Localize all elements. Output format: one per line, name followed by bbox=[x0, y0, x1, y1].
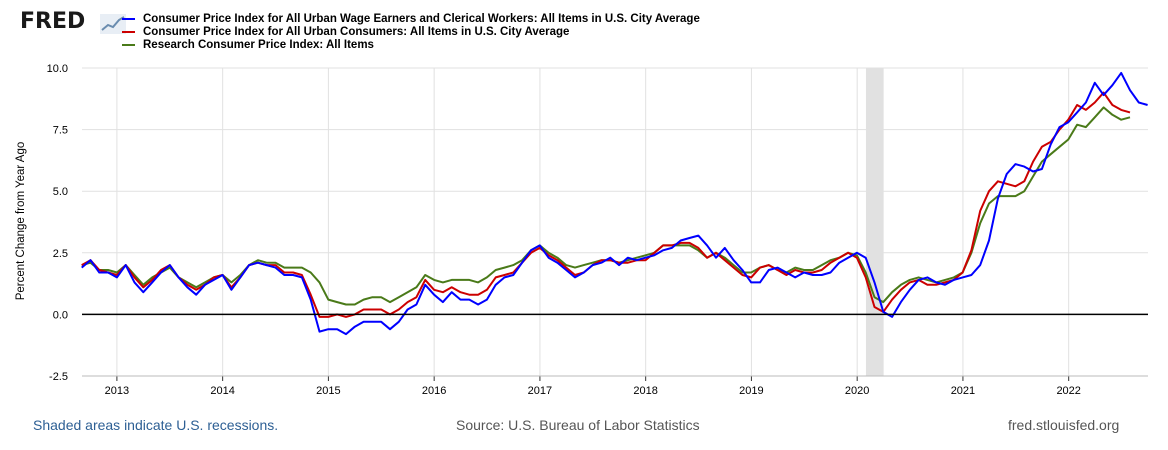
x-tick-label: 2022 bbox=[1056, 385, 1080, 397]
grid bbox=[82, 67, 1148, 377]
legend-swatch-green bbox=[122, 43, 135, 46]
recession-bar bbox=[865, 68, 884, 376]
y-tick-label: 10.0 bbox=[47, 63, 68, 75]
x-tick-label: 2019 bbox=[739, 385, 763, 397]
recession-shading bbox=[865, 68, 884, 376]
series-line-1 bbox=[81, 91, 1131, 318]
recession-note: Shaded areas indicate U.S. recessions. bbox=[33, 417, 279, 433]
legend-item: Consumer Price Index for All Urban Wage … bbox=[122, 12, 700, 25]
y-tick-label: -2.5 bbox=[49, 371, 68, 383]
x-tick-label: 2021 bbox=[951, 385, 975, 397]
legend-label: Research Consumer Price Index: All Items bbox=[143, 38, 374, 51]
y-tick-label: 2.5 bbox=[53, 248, 68, 260]
legend-label: Consumer Price Index for All Urban Wage … bbox=[143, 12, 700, 25]
x-tick-label: 2013 bbox=[105, 385, 129, 397]
x-tick-label: 2020 bbox=[845, 385, 869, 397]
x-tick-label: 2015 bbox=[316, 385, 340, 397]
source-note: Source: U.S. Bureau of Labor Statistics bbox=[456, 417, 700, 433]
legend-label: Consumer Price Index for All Urban Consu… bbox=[143, 25, 570, 38]
series-line-0 bbox=[81, 71, 1148, 336]
x-tick-label: 2016 bbox=[422, 385, 446, 397]
legend-item: Research Consumer Price Index: All Items bbox=[122, 38, 700, 51]
y-tick-label: 7.5 bbox=[53, 125, 68, 137]
line-chart[interactable]: -2.5 0.0 2.5 5.0 7.5 10.0 2013 2014 2015 2016 2017… bbox=[0, 0, 1168, 410]
y-tick-label: 0.0 bbox=[53, 309, 68, 321]
y-axis-title: Percent Change from Year Ago bbox=[15, 142, 27, 301]
x-tick-label: 2018 bbox=[633, 385, 657, 397]
legend-swatch-blue bbox=[122, 17, 135, 20]
line-chart-icon bbox=[100, 14, 126, 34]
fred-logo-text: FRED bbox=[20, 9, 86, 34]
series-lines bbox=[81, 71, 1148, 336]
legend-item: Consumer Price Index for All Urban Consu… bbox=[122, 25, 700, 38]
chart-legend: Consumer Price Index for All Urban Wage … bbox=[122, 12, 700, 51]
x-tick-label: 2017 bbox=[528, 385, 552, 397]
axes: -2.5 0.0 2.5 5.0 7.5 10.0 2013 2014 2015 2016 2017… bbox=[47, 63, 1148, 397]
legend-swatch-red bbox=[122, 30, 135, 33]
x-tick-label: 2014 bbox=[210, 385, 234, 397]
y-tick-label: 5.0 bbox=[53, 186, 68, 198]
site-link[interactable]: fred.stlouisfed.org bbox=[1008, 417, 1120, 433]
